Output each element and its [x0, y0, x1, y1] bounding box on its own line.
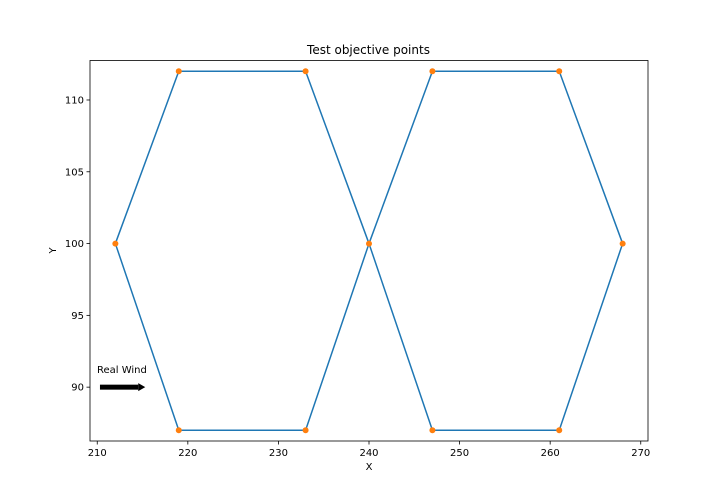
x-tick-label: 270 — [631, 448, 650, 459]
y-tick-label: 90 — [71, 383, 84, 394]
data-point — [429, 427, 436, 434]
wind-arrow-head — [138, 383, 146, 392]
plot-layer — [112, 68, 626, 434]
data-point — [366, 240, 372, 247]
x-tick-label: 210 — [88, 448, 107, 459]
x-tick-label: 230 — [269, 448, 288, 459]
wind-annotation-label: Real Wind — [97, 365, 147, 376]
x-tick-label: 240 — [359, 448, 378, 459]
wind-arrow-shaft — [99, 384, 139, 390]
data-point — [619, 240, 626, 247]
series-line — [114, 70, 624, 431]
x-tick-label: 220 — [178, 448, 197, 459]
y-tick-label: 95 — [71, 311, 84, 322]
data-point — [175, 427, 182, 434]
y-tick-label: 110 — [65, 95, 84, 106]
data-point — [302, 427, 309, 434]
data-point — [112, 240, 119, 247]
data-point — [302, 68, 309, 75]
y-tick-label: 100 — [65, 239, 84, 250]
data-point — [175, 68, 182, 75]
x-tick-label: 260 — [541, 448, 560, 459]
chart-title: Test objective points — [306, 43, 430, 57]
x-tick-label: 250 — [450, 448, 469, 459]
x-axis-label: X — [366, 462, 373, 473]
data-point — [556, 427, 563, 434]
axes-layer: 210 220 230 240 250 260 270 90 95 100 105 110 — [65, 95, 650, 459]
plot-frame — [89, 60, 649, 442]
data-point — [429, 68, 436, 75]
y-tick-label: 105 — [65, 167, 84, 178]
annotation-layer: Real Wind — [97, 365, 147, 392]
data-point — [556, 68, 563, 75]
y-axis-label: Y — [48, 247, 59, 255]
